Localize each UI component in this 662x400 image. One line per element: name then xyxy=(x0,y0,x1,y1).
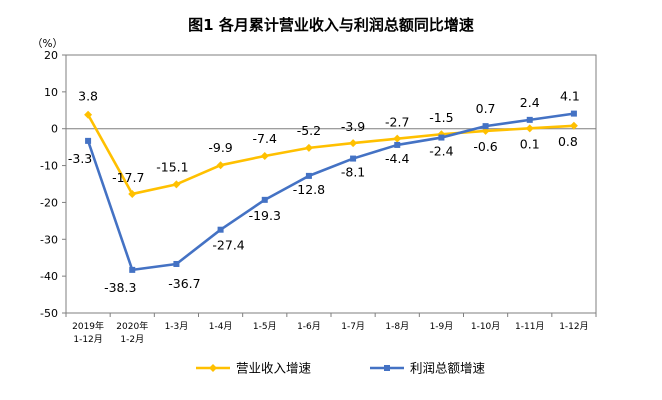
legend-label: 营业收入增速 xyxy=(236,361,312,376)
series-line-profit xyxy=(86,112,575,272)
y-tick-label: 20 xyxy=(44,49,58,62)
x-tick-label: 1-7月 xyxy=(341,321,365,332)
data-point-profit xyxy=(261,196,268,203)
data-point-profit xyxy=(526,116,533,123)
x-axis: 2019年 1-12月 2020年 1-2月 1-3月 1-4月 1-5月 1-6月 1-7月 1… xyxy=(65,313,597,345)
data-label-revenue: -0.6 xyxy=(473,139,497,154)
y-tick-label: 10 xyxy=(44,86,58,99)
x-tick-label: 1-12月 xyxy=(73,334,102,345)
legend: 营业收入增速 利润总额增速 xyxy=(196,361,486,376)
data-point-profit xyxy=(129,266,136,273)
data-point-revenue xyxy=(525,124,534,133)
y-unit-label: （%） xyxy=(32,38,63,50)
data-label-revenue: -7.4 xyxy=(253,131,277,146)
data-label-profit: 0.7 xyxy=(476,101,496,116)
data-point-revenue xyxy=(349,139,358,148)
plot-area xyxy=(65,54,597,314)
data-point-revenue xyxy=(304,143,313,152)
y-tick-label: 0 xyxy=(51,123,58,136)
data-point-profit xyxy=(85,137,92,144)
x-tick-label: 1-2月 xyxy=(120,334,144,345)
data-point-profit xyxy=(482,123,489,130)
data-label-revenue: -9.9 xyxy=(208,140,232,155)
x-tick-label: 1-12月 xyxy=(559,321,588,332)
data-point-revenue xyxy=(172,180,181,189)
data-label-profit: -27.4 xyxy=(212,238,244,253)
data-label-profit: -12.8 xyxy=(293,182,325,197)
data-label-revenue: -5.2 xyxy=(297,123,321,138)
data-point-revenue xyxy=(216,161,225,170)
data-point-profit xyxy=(350,155,357,162)
x-tick-label: 2019年 xyxy=(72,320,104,332)
data-label-profit: -36.7 xyxy=(168,276,200,291)
data-label-profit: -38.3 xyxy=(104,280,136,295)
data-point-profit xyxy=(570,110,577,117)
y-axis: 20 10 0 -10 -20 -30 -40 -50 xyxy=(40,49,596,320)
x-tick-label: 1-11月 xyxy=(515,321,544,332)
y-tick-label: -40 xyxy=(40,270,58,283)
data-label-profit: -2.4 xyxy=(429,144,453,159)
data-label-profit: 4.1 xyxy=(560,89,580,104)
y-tick-label: -50 xyxy=(40,307,58,320)
data-label-profit: 2.4 xyxy=(520,95,540,110)
data-label-revenue: -17.7 xyxy=(112,170,144,185)
series-line-revenue xyxy=(86,114,574,196)
legend-marker xyxy=(209,364,217,372)
data-label-revenue: -15.1 xyxy=(156,159,188,174)
data-point-profit xyxy=(305,172,312,179)
data-point-profit xyxy=(173,260,180,267)
x-tick-label: 1-4月 xyxy=(209,321,233,332)
legend-label: 利润总额增速 xyxy=(410,361,486,376)
x-tick-label: 1-6月 xyxy=(297,321,321,332)
data-point-profit xyxy=(394,141,401,148)
x-tick-label: 1-9月 xyxy=(430,321,454,332)
data-label-profit: -19.3 xyxy=(249,208,281,223)
chart-title: 图1 各月累计营业收入与利润总额同比增速 xyxy=(188,16,474,34)
data-point-revenue xyxy=(393,134,402,143)
data-point-profit xyxy=(438,134,445,141)
x-tick-label: 1-8月 xyxy=(385,321,409,332)
data-point-revenue xyxy=(260,151,269,160)
data-point-profit xyxy=(217,226,224,233)
series-layer xyxy=(84,110,578,273)
y-tick-label: -10 xyxy=(40,160,58,173)
x-tick-label: 2020年 xyxy=(116,320,148,332)
data-point-revenue xyxy=(128,189,137,198)
data-labels: 3.8 -17.7 -15.1 -9.9 -7.4 -5.2 -3.9 -2.7 -1.5 -0.… xyxy=(68,89,580,295)
y-tick-label: -20 xyxy=(40,196,58,209)
data-label-revenue: -3.9 xyxy=(341,119,365,134)
y-tick-label: -30 xyxy=(40,233,58,246)
data-label-profit: -3.3 xyxy=(68,151,92,166)
data-label-revenue: 3.8 xyxy=(78,89,98,104)
data-label-revenue: 0.8 xyxy=(558,134,578,149)
legend-marker xyxy=(384,365,390,371)
x-tick-label: 1-3月 xyxy=(165,321,189,332)
data-label-revenue: -1.5 xyxy=(429,110,453,125)
data-point-revenue xyxy=(569,121,578,130)
data-label-profit: -8.1 xyxy=(341,165,365,180)
data-label-revenue: -2.7 xyxy=(385,115,409,130)
data-label-revenue: 0.1 xyxy=(520,136,540,151)
data-point-revenue xyxy=(84,110,93,119)
x-tick-label: 1-10月 xyxy=(471,321,500,332)
x-tick-label: 1-5月 xyxy=(253,321,277,332)
data-label-profit: -4.4 xyxy=(385,151,409,166)
